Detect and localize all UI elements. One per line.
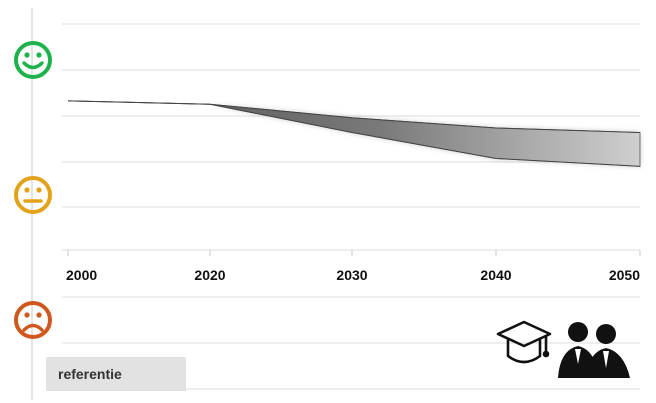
x-tick-label: 2050 [609, 267, 640, 283]
x-tick-label: 2000 [66, 267, 97, 283]
x-tick-label: 2020 [194, 267, 225, 283]
band-area [67, 100, 641, 167]
grid-lines [62, 23, 640, 390]
band-lower-line [67, 100, 641, 167]
smiley-sad-icon [14, 301, 52, 339]
people-icon [558, 322, 630, 378]
legend-referentie: referentie [46, 357, 186, 391]
icon-group [496, 320, 630, 378]
smiley-neutral-icon [14, 176, 52, 214]
x-tick-label: 2030 [336, 267, 367, 283]
legend-label: referentie [58, 366, 122, 382]
graduation-cap-icon [496, 320, 552, 364]
x-tick-label: 2040 [480, 267, 511, 283]
x-axis: 2000 2020 2030 2040 2050 [66, 250, 641, 283]
smiley-happy-icon [14, 41, 52, 79]
scenario-band [67, 100, 641, 167]
